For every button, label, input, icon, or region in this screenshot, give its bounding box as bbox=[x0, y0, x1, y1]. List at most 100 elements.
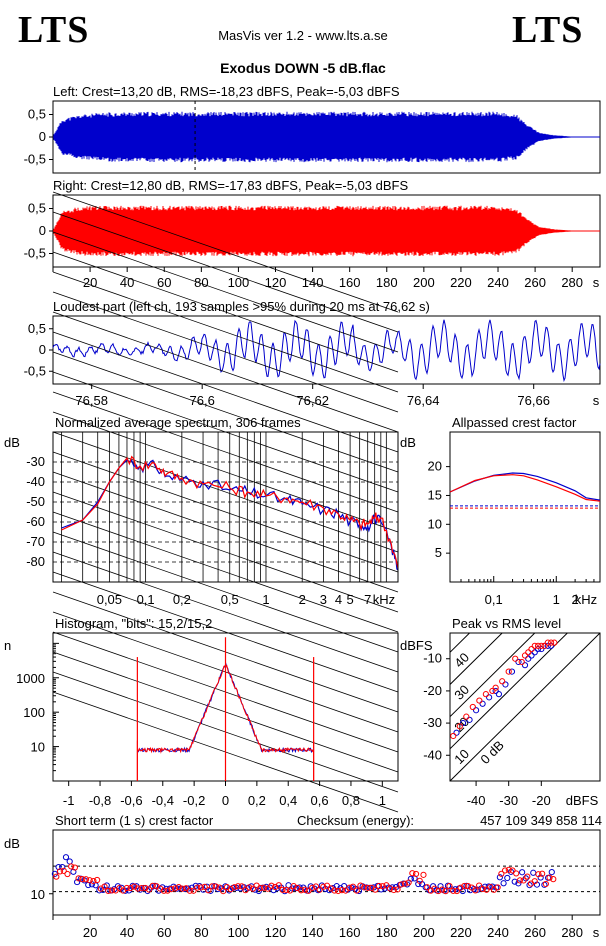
pvr-point-right bbox=[528, 645, 535, 653]
stcf-point-right bbox=[401, 880, 409, 887]
pvr-diagonal-label: 40 bbox=[451, 650, 472, 671]
right-waveform-xtick-label: 160 bbox=[339, 275, 361, 290]
stcf-point-right bbox=[375, 882, 383, 890]
pvr-point-left bbox=[459, 719, 467, 727]
stcf-point-left bbox=[500, 880, 507, 887]
right-waveform-xtick-label: 60 bbox=[157, 275, 171, 290]
crest-ytick-label: 15 bbox=[428, 487, 442, 502]
spectrum-xtick-label: 7 bbox=[364, 592, 371, 607]
stcf-point-right bbox=[123, 884, 130, 892]
stcf-point-right bbox=[257, 884, 264, 892]
stcf-point-right bbox=[249, 885, 256, 892]
stcf-point-right bbox=[438, 886, 446, 893]
spectrum-xtick-label: 1 bbox=[262, 592, 269, 607]
stcf-xtick-label: 240 bbox=[487, 925, 509, 940]
stcf-title: Short term (1 s) crest factor bbox=[55, 813, 214, 828]
stcf-point-right bbox=[131, 883, 138, 890]
stcf-point-right bbox=[75, 875, 82, 882]
stcf-xtick-label: 80 bbox=[194, 925, 208, 940]
spectrum-series-right bbox=[61, 455, 398, 569]
loudest-part-ytick-label: 0 bbox=[39, 342, 46, 357]
stcf-point-right bbox=[201, 883, 208, 890]
histogram-xtick-label: 0 bbox=[222, 793, 229, 808]
pvr-point-left bbox=[534, 645, 542, 653]
stcf-point-right bbox=[398, 881, 405, 888]
stcf-point-left bbox=[526, 882, 533, 889]
stcf-frame bbox=[52, 829, 601, 916]
pvr-ytick-label: -20 bbox=[423, 683, 442, 698]
pvr-point-right bbox=[525, 649, 532, 656]
histogram-xtick-label: 0,6 bbox=[311, 793, 329, 808]
pvr-diagonal-10 bbox=[450, 633, 569, 750]
stcf-point-right bbox=[149, 882, 156, 889]
stcf-point-right bbox=[101, 883, 108, 890]
right-waveform-xtick-label: 240 bbox=[487, 275, 509, 290]
stcf-point-right bbox=[268, 882, 275, 889]
stcf-xtick-label: 180 bbox=[376, 925, 398, 940]
stcf-point-right bbox=[520, 877, 527, 884]
stcf-point-left bbox=[515, 880, 522, 887]
stcf-point-left bbox=[519, 869, 526, 876]
stcf-point-right bbox=[297, 887, 305, 894]
spectrum-slope-line bbox=[52, 551, 399, 673]
pvr-point-right bbox=[482, 691, 489, 698]
spectrum-ytick-label: -80 bbox=[26, 554, 45, 569]
pvr-point-right bbox=[531, 642, 538, 649]
pvr-point-right bbox=[544, 639, 551, 646]
stcf-point-right bbox=[264, 885, 271, 892]
histogram-title: Histogram, "bits": 15,2/15,2 bbox=[55, 616, 212, 631]
pvr-point-right bbox=[450, 732, 457, 740]
app-title: MasVis ver 1.2 - www.lts.a.se bbox=[218, 28, 388, 43]
stcf-point-right bbox=[175, 883, 182, 891]
spectrum-ytick-label: -30 bbox=[26, 454, 45, 469]
stcf-point-right bbox=[513, 870, 520, 877]
stcf-xtick-label: 220 bbox=[450, 925, 472, 940]
stcf-point-right bbox=[409, 870, 416, 877]
pvr-point-left bbox=[466, 716, 473, 723]
stcf-point-left bbox=[437, 883, 444, 890]
pvr-point-right bbox=[489, 687, 496, 695]
spectrum-slope-line bbox=[52, 431, 399, 553]
spectrum-xtick-label: 0,1 bbox=[137, 592, 155, 607]
loudest-part-frame bbox=[52, 315, 601, 385]
stcf-point-right bbox=[476, 882, 483, 889]
spectrum-slope-line bbox=[52, 491, 399, 613]
stcf-point-right bbox=[260, 884, 268, 891]
stcf-xtick-label: 160 bbox=[339, 925, 361, 940]
histogram-xtick-label: -0,2 bbox=[183, 793, 205, 808]
stcf-point-right bbox=[516, 877, 523, 884]
pvr-point-right bbox=[476, 697, 483, 704]
pvr-ytick-label: -30 bbox=[423, 715, 442, 730]
loudest-part-xunit: s bbox=[593, 393, 600, 408]
stcf-point-right bbox=[138, 885, 145, 892]
pvr-diagonal-30 bbox=[450, 633, 503, 685]
stcf-point-right bbox=[220, 887, 227, 895]
stcf-point-right bbox=[346, 884, 353, 891]
pvr-point-left bbox=[453, 729, 460, 736]
spectrum-ytick-label: -50 bbox=[26, 494, 45, 509]
pvr-point-left bbox=[486, 694, 493, 701]
pvr-point-left bbox=[521, 662, 529, 669]
loudest-part-xtick-label: 76,6 bbox=[190, 393, 215, 408]
stcf-xtick-label: 40 bbox=[120, 925, 134, 940]
stcf-point-right bbox=[539, 870, 546, 877]
histogram-xtick-label: -0,4 bbox=[152, 793, 174, 808]
pvr-ytick-label: -40 bbox=[423, 747, 442, 762]
lts-logo-left: LTS bbox=[18, 9, 90, 51]
stcf-point-right bbox=[509, 867, 516, 874]
right-waveform-xtick-label: 80 bbox=[194, 275, 208, 290]
stcf-point-right bbox=[379, 883, 386, 890]
pvr-title: Peak vs RMS level bbox=[452, 616, 561, 631]
loudest-part-xtick-label: 76,64 bbox=[407, 393, 440, 408]
pvr-point-right bbox=[512, 655, 519, 662]
stcf-ylabel: dB bbox=[4, 836, 20, 851]
pvr-point-right bbox=[463, 713, 470, 720]
pvr-point-right bbox=[456, 723, 463, 730]
pvr-point-right bbox=[492, 684, 499, 691]
spectrum-ylabel: dB bbox=[4, 435, 20, 450]
right-waveform-xtick-label: 20 bbox=[83, 275, 97, 290]
stcf-point-right bbox=[524, 873, 531, 880]
stcf-point-right bbox=[231, 884, 238, 891]
pvr-diagonal-label: 0 dB bbox=[477, 738, 507, 768]
stcf-point-right bbox=[190, 887, 197, 894]
